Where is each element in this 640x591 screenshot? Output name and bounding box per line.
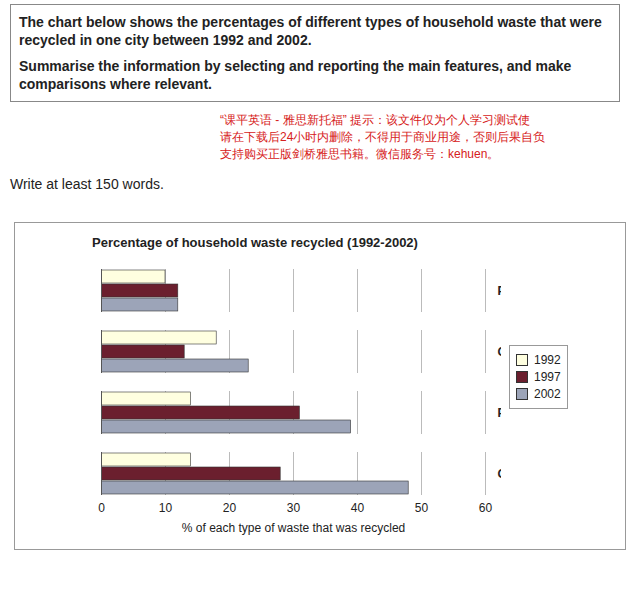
svg-text:40: 40 [351,501,365,515]
svg-text:60: 60 [479,501,493,515]
html-text:“课平英语 - 雅思新托福” 提示：该文件仅为个人学习测试使: “课平英语 - 雅思新托福” 提示：该文件仅为个人学习测试使 [220,113,530,127]
svg-text:30: 30 [287,501,301,515]
svg-text:Glass: Glass [498,467,502,481]
html-text:请在下载后24小时内删除，不得用于商业用途，否则后果自负: 请在下载后24小时内删除，不得用于商业用途，否则后果自负 [220,130,546,144]
html-text:1992: 1992 [534,353,561,367]
html-text:2002: 2002 [534,387,561,401]
html-text:Summarise the information by s: Summarise the information by selecting a… [19,58,572,92]
svg-text:20: 20 [223,501,237,515]
svg-text:% of each type of waste that w: % of each type of waste that was recycle… [182,521,405,535]
svg-text:0: 0 [98,501,105,515]
html-text:支持购买正版剑桥雅思书籍。微信服务号：kehuen。: 支持购买正版剑桥雅思书籍。微信服务号：kehuen。 [220,147,500,161]
svg-text:Plastic: Plastic [498,284,502,298]
svg-text:Cans: Cans [498,345,502,359]
html-text:Write at least 150 words.: Write at least 150 words. [10,176,164,192]
svg-text:50: 50 [415,501,429,515]
html-text:Percentage of household waste: Percentage of household waste recycled (… [92,235,418,250]
svg-text:Paper: Paper [498,406,502,420]
html-text:The chart below shows the perc: The chart below shows the percentages of… [19,14,602,48]
svg-text:10: 10 [159,501,173,515]
html-text:1997: 1997 [534,370,561,384]
